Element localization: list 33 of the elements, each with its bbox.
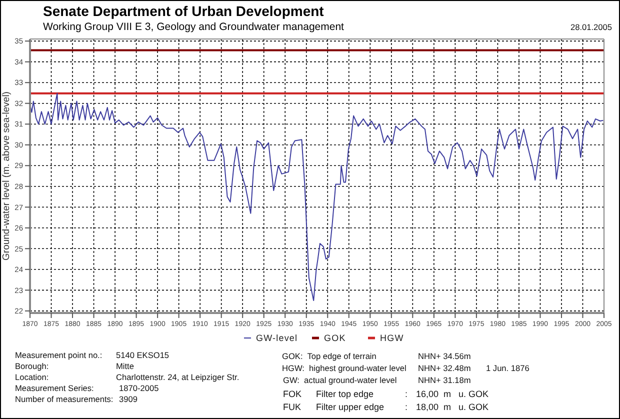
text: Measurement point no.: [15, 350, 102, 360]
text: Borough: [15, 361, 49, 371]
text: FUK [283, 402, 301, 412]
y-axis-title: Ground-water level (m. above sea-level) [1, 92, 12, 260]
text: 1 Jun. 1876 [486, 363, 530, 373]
text: Number of measurements: [15, 394, 114, 404]
text: Filter top edge [316, 389, 374, 399]
legend-label: HGW [380, 333, 404, 344]
text: 3909 [119, 394, 138, 404]
text: 16,00 m u. GOK [416, 389, 489, 399]
text: : [405, 389, 408, 399]
chart-title: Senate Department of Urban Development [43, 3, 324, 19]
text: NHN+ 34.56m [418, 351, 471, 361]
text: NHN+ 32.48m [418, 363, 471, 373]
text: NHN+ 31.18m [418, 375, 471, 385]
text: 28.01.2005 [570, 22, 612, 32]
text: 5140 EKSO15 [116, 350, 170, 360]
legend-label: GW-level [256, 333, 298, 344]
text: HGW: highest ground-water level [282, 363, 407, 373]
text: FOK [283, 389, 302, 399]
text: 18,00 m u. GOK [416, 402, 489, 412]
text: Location: [15, 372, 49, 382]
text: Measurement Series: [15, 383, 94, 393]
text: Mitte [116, 361, 134, 371]
legend-label: GOK [324, 333, 346, 344]
line-series [30, 92, 604, 302]
text: 1870-2005 [119, 383, 160, 393]
text: GW: actual ground-water level [283, 375, 397, 385]
text: : [405, 402, 408, 412]
text: Filter upper edge [316, 402, 384, 412]
chart-subtitle: Working Group VIII E 3, Geology and Groundwater management [43, 21, 344, 33]
text: Charlottenstr. 24, at Leipziger Str. [116, 372, 240, 382]
text: GOK: Top edge of terrain [282, 351, 377, 361]
